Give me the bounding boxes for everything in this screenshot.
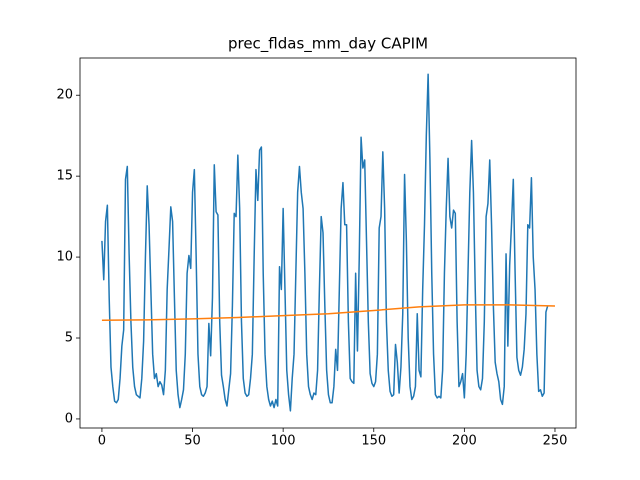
series-line — [101, 73, 549, 412]
x-tick-label: 200 — [452, 434, 477, 449]
y-tick-label: 15 — [56, 169, 73, 184]
x-tick-label: 150 — [361, 434, 386, 449]
y-tick-label: 10 — [56, 250, 73, 265]
x-tick-label: 250 — [543, 434, 568, 449]
plot-frame — [79, 57, 577, 429]
x-tick-label: 100 — [271, 434, 296, 449]
chart-title: prec_fldas_mm_day CAPIM — [228, 35, 428, 54]
x-tick-label: 50 — [184, 434, 201, 449]
y-tick-label: 0 — [65, 411, 73, 426]
x-tick-label: 0 — [98, 434, 106, 449]
y-tick-label: 5 — [65, 331, 73, 346]
series-line — [101, 304, 555, 321]
y-tick-label: 20 — [56, 88, 73, 103]
